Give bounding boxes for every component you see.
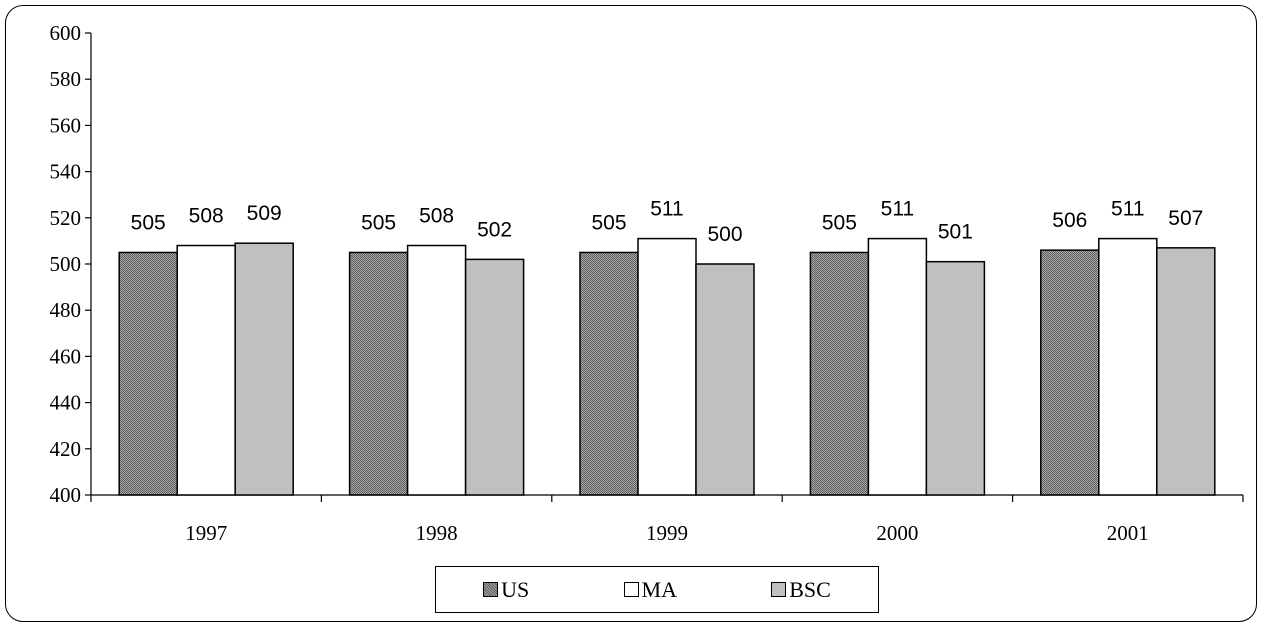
bar-bsc-1998 xyxy=(464,258,525,496)
data-label-bsc-2001: 507 xyxy=(1168,207,1203,230)
x-tick-label-3: 2000 xyxy=(876,521,918,545)
legend-item-bsc: BSC xyxy=(771,577,831,603)
legend-label-ma: MA xyxy=(641,576,677,602)
bar-us-2001 xyxy=(1040,249,1100,496)
y-tick-label-1: 420 xyxy=(50,437,82,461)
bar-us-1998 xyxy=(348,251,409,496)
x-tick-label-4: 2001 xyxy=(1107,521,1149,545)
y-tick-label-2: 440 xyxy=(50,391,82,415)
data-label-bsc-2000: 501 xyxy=(938,221,973,244)
legend-item-us: US xyxy=(483,577,529,603)
bar-bsc-1999 xyxy=(695,263,755,496)
y-tick-label-5: 500 xyxy=(50,252,82,276)
y-axis: 400 420 440 460 480 500 520 540 560 580 600 xyxy=(50,21,92,507)
legend-item-ma: MA xyxy=(623,576,677,603)
data-label-ma-2000: 511 xyxy=(881,198,914,221)
legend-swatch-us xyxy=(483,582,499,597)
x-tick-label-2: 1999 xyxy=(646,521,688,545)
y-tick-label-8: 560 xyxy=(50,113,82,137)
data-label-bsc-1999: 500 xyxy=(707,223,742,246)
bar-ma-2000 xyxy=(867,237,928,496)
data-label-ma-1999: 511 xyxy=(650,198,683,221)
bar-us-2000 xyxy=(809,251,870,496)
y-tick-label-9: 580 xyxy=(50,67,82,91)
legend-swatch-bsc xyxy=(771,582,787,597)
bars xyxy=(118,237,1216,496)
data-label-bsc-1998: 502 xyxy=(477,218,512,241)
legend-label-us: US xyxy=(501,576,530,602)
bar-bsc-2001 xyxy=(1156,247,1216,496)
y-tick-label-10: 600 xyxy=(50,21,82,45)
data-label-bsc-1997: 509 xyxy=(247,202,282,225)
bar-ma-1997 xyxy=(176,244,236,496)
x-tick-label-0: 1997 xyxy=(185,521,227,545)
bar-us-1997 xyxy=(118,251,178,496)
data-label-ma-1997: 508 xyxy=(189,205,224,228)
legend-label-bsc: BSC xyxy=(789,576,831,602)
bar-bsc-1997 xyxy=(234,242,294,496)
y-tick-label-6: 520 xyxy=(50,206,82,230)
data-label-us-1999: 505 xyxy=(591,211,626,234)
legend-swatch-ma xyxy=(623,582,639,597)
bar-ma-2001 xyxy=(1098,237,1158,496)
data-label-us-2001: 506 xyxy=(1052,209,1087,232)
data-label-us-1997: 505 xyxy=(131,211,166,234)
x-tick-label-1: 1998 xyxy=(416,521,458,545)
bar-bsc-2000 xyxy=(925,260,986,496)
y-tick-label-7: 540 xyxy=(50,160,82,184)
x-axis: 1997 1998 1999 2000 2001 xyxy=(90,494,1244,545)
bar-us-1999 xyxy=(579,251,639,496)
legend: US MA BSC xyxy=(435,566,879,613)
bar-ma-1999 xyxy=(637,237,697,496)
data-label-ma-1998: 508 xyxy=(419,205,454,228)
data-labels: 505 508 509 505 508 502 505 511 500 505 511 501 506 5… xyxy=(131,198,1204,246)
data-label-ma-2001: 511 xyxy=(1111,198,1144,221)
bar-ma-1998 xyxy=(406,244,467,496)
y-tick-label-0: 400 xyxy=(50,483,82,507)
y-tick-label-4: 480 xyxy=(50,298,82,322)
data-label-us-2000: 505 xyxy=(822,211,857,234)
y-tick-label-3: 460 xyxy=(50,344,82,368)
data-label-us-1998: 505 xyxy=(361,211,396,234)
